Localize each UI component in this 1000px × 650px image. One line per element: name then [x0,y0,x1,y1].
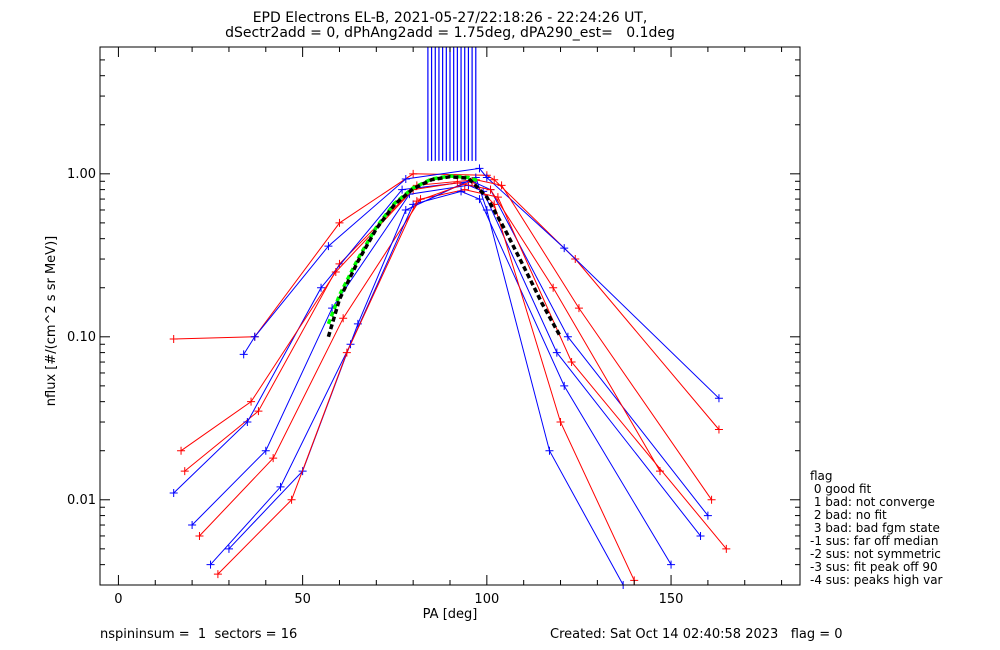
data-point [560,244,569,253]
footer-right: Created: Sat Oct 14 02:40:58 2023 flag =… [550,627,843,642]
legend-item: 3 bad: bad fgm state [810,521,940,535]
data-point [552,348,561,357]
x-tick-label: 150 [659,592,684,607]
data-point [401,205,410,214]
data-point [412,197,421,206]
data-point [317,283,326,292]
x-axis-title: PA [deg] [423,607,478,622]
data-point [243,418,252,427]
data-point [335,259,344,268]
legend-item: -3 sus: fit peak off 90 [810,560,938,574]
data-point [401,174,410,183]
data-point [239,350,248,359]
data-point [335,218,344,227]
data-point [409,169,418,178]
data-point [482,173,491,182]
chart-title-line2: dSectr2add = 0, dPhAng2add = 1.75deg, dP… [225,25,675,41]
series-line [191,184,701,537]
series-line [243,167,720,399]
legend-item: -1 sus: far off median [810,534,939,548]
fit-curve [326,174,563,338]
x-tick-label: 0 [114,592,122,607]
data-point [287,495,296,504]
data-point [206,560,215,569]
series-line [228,176,624,585]
series-line [184,179,713,501]
data-point [574,304,583,313]
data-point [703,511,712,520]
data-point [324,242,333,251]
data-point [560,381,569,390]
data-point [342,348,351,357]
legend-item: -2 sus: not symmetric [810,547,941,561]
chart-title-line1: EPD Electrons EL-B, 2021-05-27/22:18:26 … [252,10,648,26]
x-tick-label: 50 [294,592,311,607]
data-point [398,185,407,194]
data-point [656,467,664,476]
data-point [714,394,723,403]
y-tick-label: 0.10 [67,330,96,345]
data-point [213,570,222,579]
data-point [707,495,716,504]
x-tick-label: 100 [474,592,499,607]
data-point [714,425,723,434]
data-point [497,181,506,190]
data-point [475,195,484,204]
data-point [549,283,558,292]
data-point [169,334,178,343]
data-point [667,560,676,569]
data-point [486,185,495,194]
series-line [210,190,672,565]
legend-item: 0 good fit [810,482,872,496]
data-point [276,482,285,491]
data-point [188,521,197,530]
series-line [217,180,635,581]
data-point [482,205,491,214]
series-line [173,173,720,430]
data-point [457,187,466,196]
data-point [722,544,731,553]
legend-item: -4 sus: peaks high var [810,573,943,587]
series-line [199,189,727,550]
data-point [460,185,469,194]
data-point [696,531,705,540]
data-point [261,446,270,455]
data-point [331,267,340,276]
data-point [195,531,204,540]
data-point [563,332,572,341]
series-line [173,180,709,516]
data-point [247,397,256,406]
y-tick-label: 1.00 [67,167,96,182]
data-point [339,314,348,323]
legend-item: 1 bad: not converge [810,495,935,509]
data-point [169,489,178,498]
data-point [224,544,233,553]
data-point [269,454,278,463]
data-point [545,446,554,455]
data-point [490,175,499,184]
legend-item: 2 bad: no fit [810,508,887,522]
data-point [177,446,186,455]
data-point [250,332,259,341]
footer-left: nspininsum = 1 sectors = 16 [100,627,298,642]
data-point [567,358,576,367]
data-point [475,164,484,173]
y-tick-label: 0.01 [67,493,96,508]
y-axis-title: nflux [#/(cm^2 s sr MeV)] [44,236,59,406]
data-point [180,467,189,476]
series-line [180,182,661,472]
fit-curve [326,174,481,325]
legend-title: flag [810,469,833,483]
data-point [254,407,263,416]
data-point [556,418,565,427]
